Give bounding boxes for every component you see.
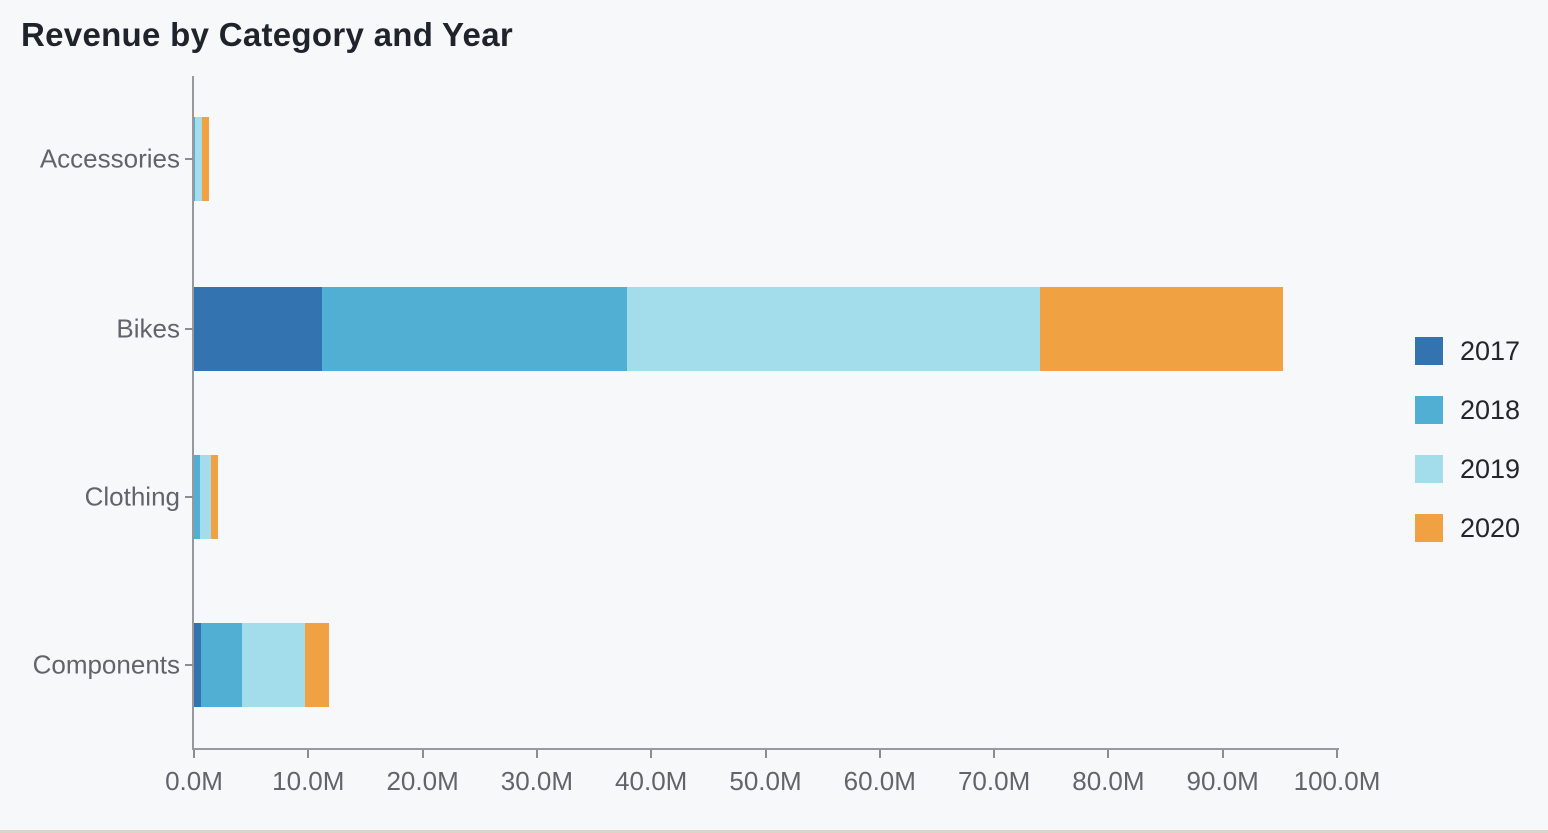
y-axis-line: [192, 76, 194, 750]
x-axis-tick: [535, 750, 538, 758]
x-axis-tick: [193, 750, 195, 758]
x-tick-label: 10.0M: [272, 766, 345, 796]
x-tick-label: 20.0M: [386, 766, 459, 796]
legend-label: 2018: [1460, 394, 1521, 425]
x-axis-tick: [1107, 750, 1110, 758]
legend-swatch-2019: [1415, 455, 1443, 483]
legend-swatch-2018: [1415, 396, 1443, 424]
x-tick-label: 60.0M: [843, 766, 916, 796]
x-axis-tick: [307, 750, 310, 758]
bar-components-2020: [304, 623, 329, 707]
category-label-accessories: Accessories: [39, 143, 180, 174]
x-axis-tick: [1336, 750, 1338, 758]
x-tick-label: 30.0M: [500, 766, 574, 796]
category-label-clothing: Clothing: [84, 481, 180, 512]
bar-components-2017: [194, 623, 202, 707]
x-tick-label: 0.0M: [165, 766, 223, 796]
y-axis-tick: [185, 664, 193, 666]
bar-bikes-2020: [1039, 287, 1284, 371]
legend-swatch-2017: [1415, 337, 1443, 365]
category-label-bikes: Bikes: [116, 313, 180, 344]
legend-item-2017: 2017: [1415, 335, 1521, 366]
y-axis-tick: [185, 496, 193, 498]
category-label-components: Components: [32, 649, 180, 680]
bar-accessories-2018: [194, 117, 196, 201]
bar-bikes-2019: [627, 287, 1040, 371]
x-tick-label: 40.0M: [615, 766, 688, 796]
legend-label: 2020: [1460, 512, 1521, 543]
legend-label: 2017: [1460, 335, 1521, 366]
x-axis-tick: [993, 750, 996, 758]
x-axis-tick: [878, 750, 881, 758]
legend-swatch-2020: [1415, 514, 1443, 542]
x-axis-tick: [764, 750, 767, 758]
bar-clothing-2018: [194, 455, 200, 539]
bar-components-2018: [201, 623, 243, 707]
y-axis-tick: [185, 158, 193, 160]
y-axis-tick: [185, 328, 193, 330]
legend-item-2019: 2019: [1415, 453, 1521, 484]
bottom-border: [0, 830, 1548, 833]
x-axis-tick: [650, 750, 653, 758]
legend: 2017 2018 2019 2020: [1415, 335, 1521, 573]
x-tick-label: 50.0M: [729, 766, 802, 796]
x-tick-label: 80.0M: [1072, 766, 1145, 796]
bar-bikes-2017: [194, 287, 323, 371]
x-axis-tick: [421, 750, 424, 758]
x-tick-label: 90.0M: [1186, 766, 1259, 796]
x-axis-tick: [1221, 750, 1224, 758]
bar-clothing-2020: [211, 455, 219, 539]
chart-title: Revenue by Category and Year: [21, 16, 513, 53]
bar-bikes-2018: [322, 287, 628, 371]
legend-label: 2019: [1460, 453, 1521, 484]
x-tick-label: 70.0M: [957, 766, 1031, 796]
bar-clothing-2019: [199, 455, 212, 539]
bar-components-2019: [242, 623, 305, 707]
legend-item-2020: 2020: [1415, 512, 1521, 543]
bar-accessories-2019: [195, 117, 203, 201]
x-axis-line: [192, 748, 1339, 750]
legend-item-2018: 2018: [1415, 394, 1521, 425]
x-tick-label: 100.0M: [1293, 766, 1381, 796]
bar-accessories-2020: [202, 117, 209, 201]
